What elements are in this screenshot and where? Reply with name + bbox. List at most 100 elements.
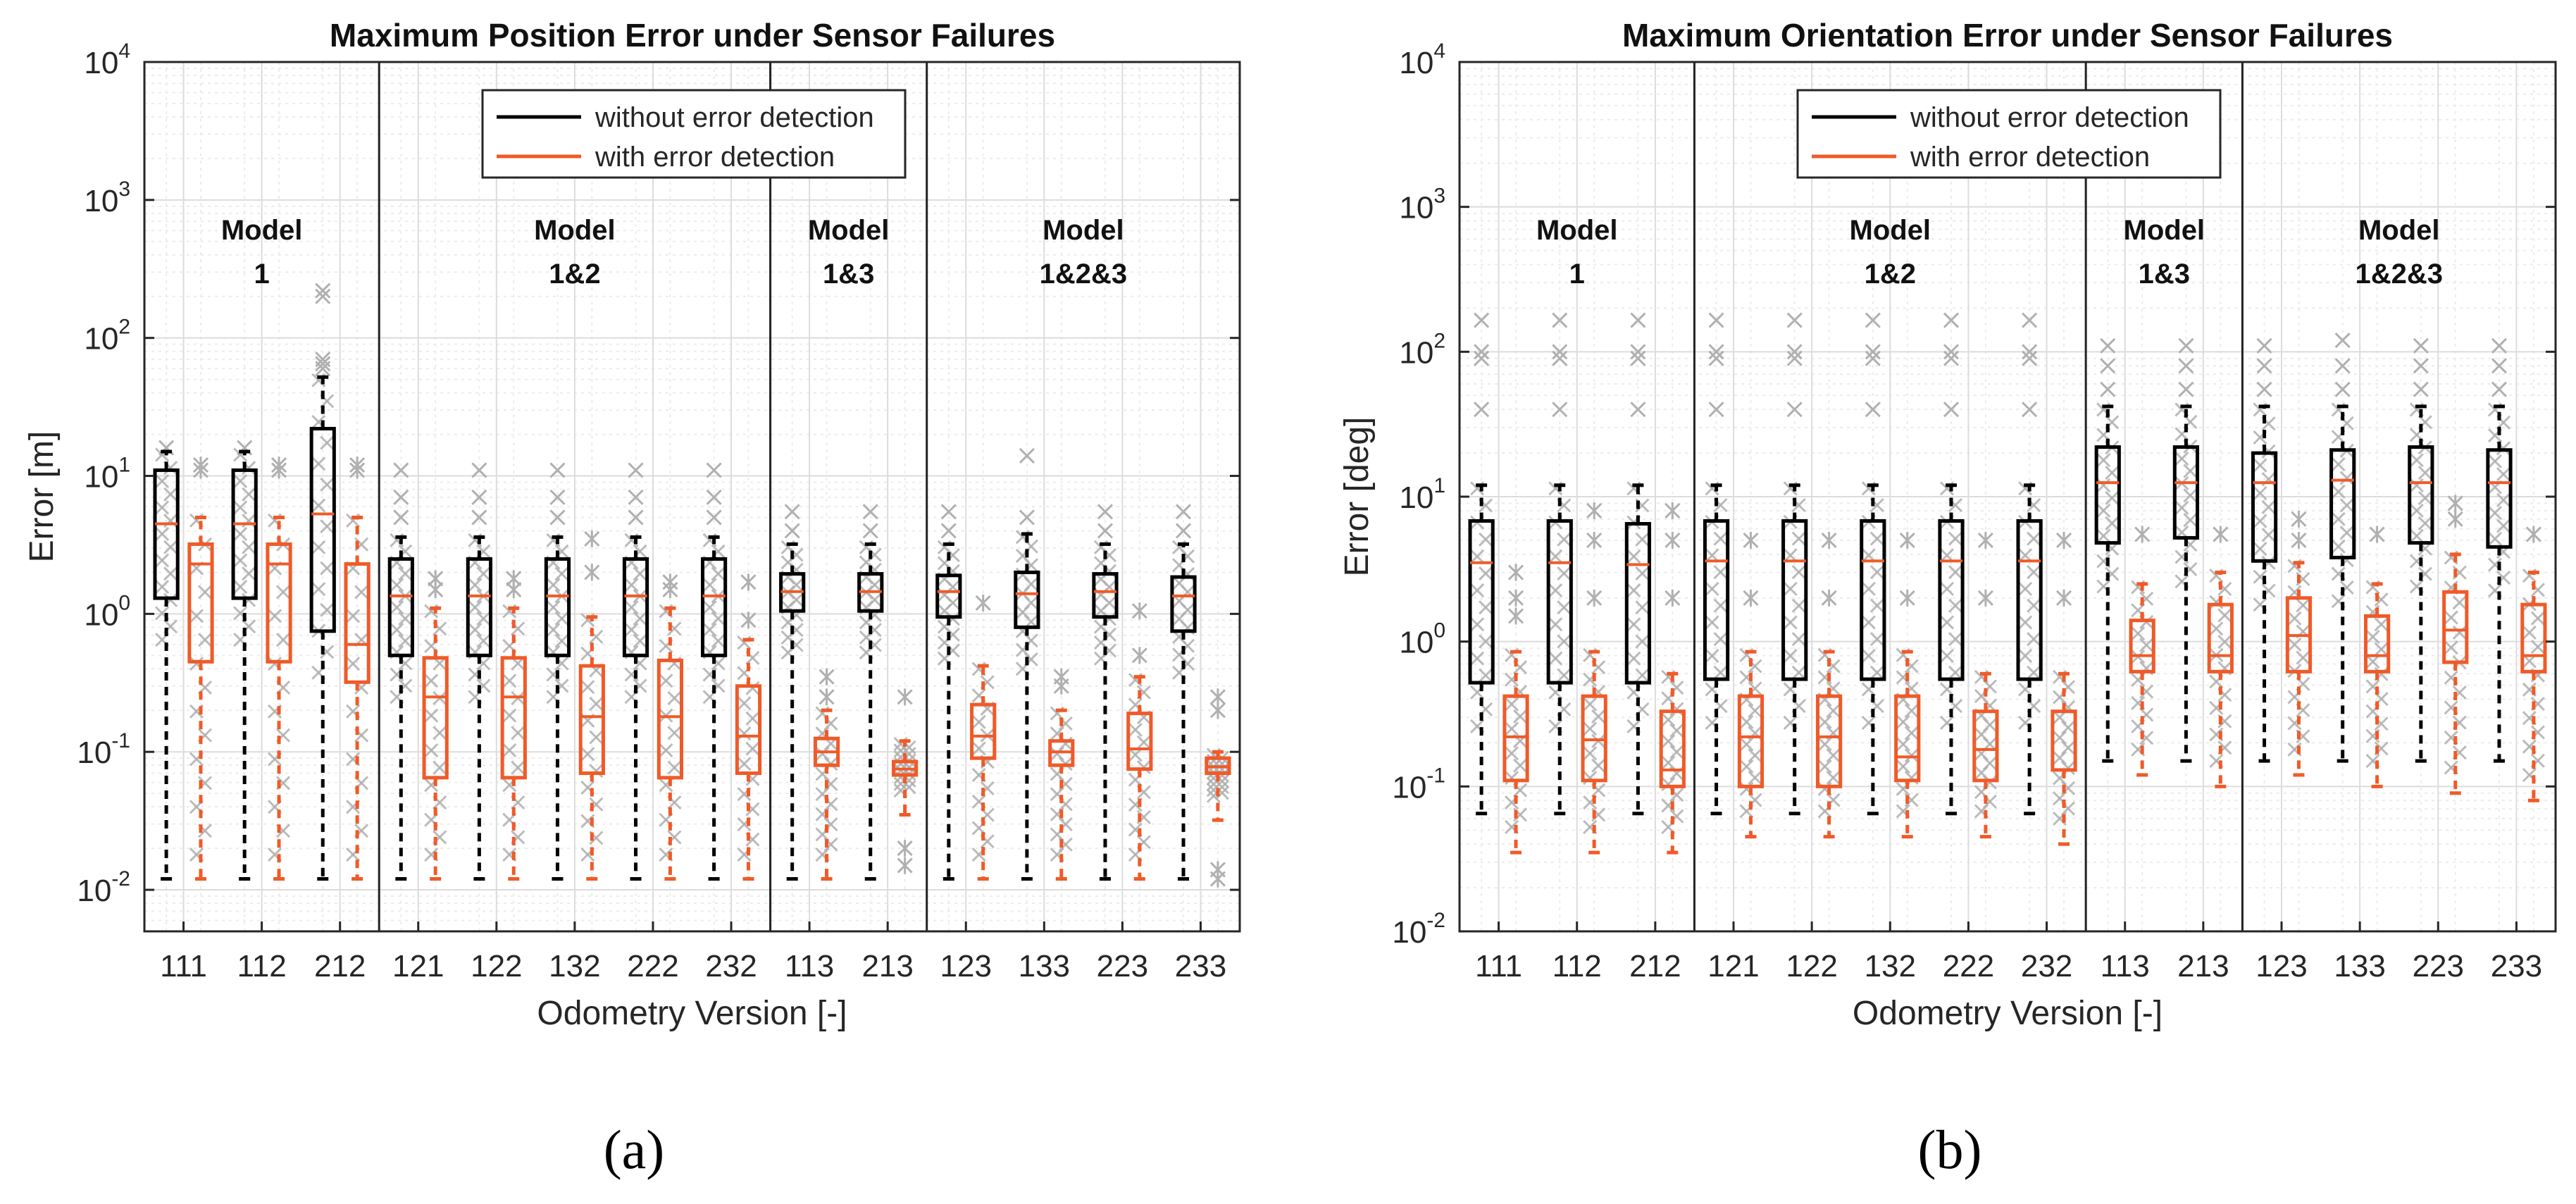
scatter-stroke (1583, 721, 1598, 736)
x-tick-label: 112 (237, 949, 287, 983)
scatter-marker (1939, 615, 1955, 630)
y-tick-label: 104 (84, 39, 130, 80)
outlier-marker (1209, 861, 1226, 879)
outlier-marker (1708, 350, 1724, 366)
outlier-stroke (471, 509, 487, 526)
scatter-stroke (2487, 583, 2503, 598)
scatter-stroke (589, 730, 604, 745)
scatter-stroke (971, 768, 986, 783)
box-without-111 (153, 440, 180, 881)
scatter-marker (1557, 566, 1572, 581)
scatter-stroke (275, 824, 291, 838)
scatter-marker (2261, 499, 2276, 514)
outlier-marker (1786, 344, 1803, 360)
scatter-marker (633, 633, 647, 648)
scatter-stroke (242, 461, 256, 476)
scatter-stroke (702, 578, 717, 592)
scatter-marker (155, 500, 170, 515)
scatter-marker (1512, 758, 1528, 773)
outlier-marker (897, 840, 913, 857)
outlier-marker (315, 356, 331, 372)
scatter-marker (1791, 665, 1806, 680)
y-tick-label: 101 (1399, 474, 1445, 515)
scatter-stroke (1791, 531, 1806, 546)
scatter-stroke (893, 770, 908, 785)
outlier-marker (1821, 589, 1837, 607)
scatter-marker (2027, 632, 2041, 647)
scatter-stroke (1470, 617, 1485, 632)
scatter-stroke (1479, 498, 1493, 513)
outlier-marker (192, 457, 209, 474)
scatter-stroke (1557, 498, 1572, 513)
outlier-marker (1474, 312, 1490, 328)
scatter-marker (554, 633, 569, 648)
scatter-stroke (1479, 668, 1493, 683)
scatter-stroke (2365, 654, 2380, 669)
outlier-stroke (393, 489, 409, 505)
scatter-marker (2296, 650, 2310, 665)
scatter-stroke (2217, 608, 2232, 623)
scatter-marker (1626, 583, 1641, 598)
scatter-stroke (1591, 758, 1606, 773)
x-tick-label: 133 (1019, 949, 1070, 983)
outlier-marker (1821, 531, 1837, 549)
scatter-marker (2287, 637, 2302, 652)
scatter-stroke (1669, 702, 1684, 716)
scatter-stroke (1504, 721, 1519, 736)
scatter-marker (2409, 503, 2424, 518)
scatter-stroke (1869, 497, 1884, 513)
box-with-112 (266, 457, 292, 881)
scatter-stroke (667, 726, 682, 740)
scatter-marker (2374, 642, 2389, 657)
scatter-marker (2174, 452, 2189, 466)
x-tick-label: 123 (2255, 949, 2307, 983)
scatter-stroke (624, 578, 639, 592)
scatter-marker (2096, 478, 2111, 493)
iqr-box (1972, 709, 1999, 783)
scatter-stroke (1826, 748, 1841, 763)
outlier-marker (1175, 523, 1192, 539)
scatter-stroke (2374, 617, 2389, 632)
iqr-box (1092, 572, 1119, 619)
scatter-stroke (1504, 697, 1519, 712)
scatter-marker (1504, 721, 1519, 736)
outlier-stroke (1175, 523, 1192, 539)
scatter-stroke (2096, 554, 2111, 569)
scatter-stroke (2139, 731, 2154, 745)
scatter-stroke (2487, 531, 2503, 546)
iqr-box (2363, 614, 2391, 674)
scatter-stroke (1557, 532, 1572, 547)
box-without-133 (2329, 332, 2356, 763)
scatter-marker (554, 611, 569, 626)
scatter-marker (2339, 498, 2354, 513)
outlier-marker (1097, 504, 1114, 520)
scatter-stroke (1713, 497, 1728, 513)
scatter-stroke (2487, 506, 2503, 521)
scatter-stroke (589, 831, 604, 845)
outlier-marker (584, 530, 600, 547)
scatter-marker (667, 760, 682, 775)
outlier-marker (2100, 337, 2116, 354)
group-label-line2: 1&2&3 (1040, 259, 1128, 290)
scatter-stroke (1904, 748, 1919, 763)
box-without-212 (309, 283, 336, 881)
scatter-marker (1128, 747, 1143, 762)
iqr-box (2486, 448, 2513, 549)
scatter-stroke (2296, 702, 2310, 718)
scatter-stroke (2444, 700, 2458, 715)
outlier-stroke (2413, 358, 2429, 374)
scatter-marker (1817, 759, 1832, 774)
chart-title: Maximum Orientation Error under Sensor F… (1622, 17, 2393, 54)
scatter-marker (1739, 759, 1754, 774)
scatter-stroke (2296, 571, 2310, 587)
scatter-stroke (398, 566, 413, 581)
scatter-marker (1904, 703, 1919, 718)
box-with-121 (422, 570, 449, 881)
iqr-box (1781, 519, 1808, 681)
iqr-box (657, 658, 684, 780)
scatter-stroke (1548, 583, 1563, 598)
outlier-stroke (2256, 337, 2272, 354)
outlier-stroke (471, 462, 487, 478)
scatter-stroke (2018, 648, 2033, 663)
scatter-stroke (320, 394, 335, 409)
